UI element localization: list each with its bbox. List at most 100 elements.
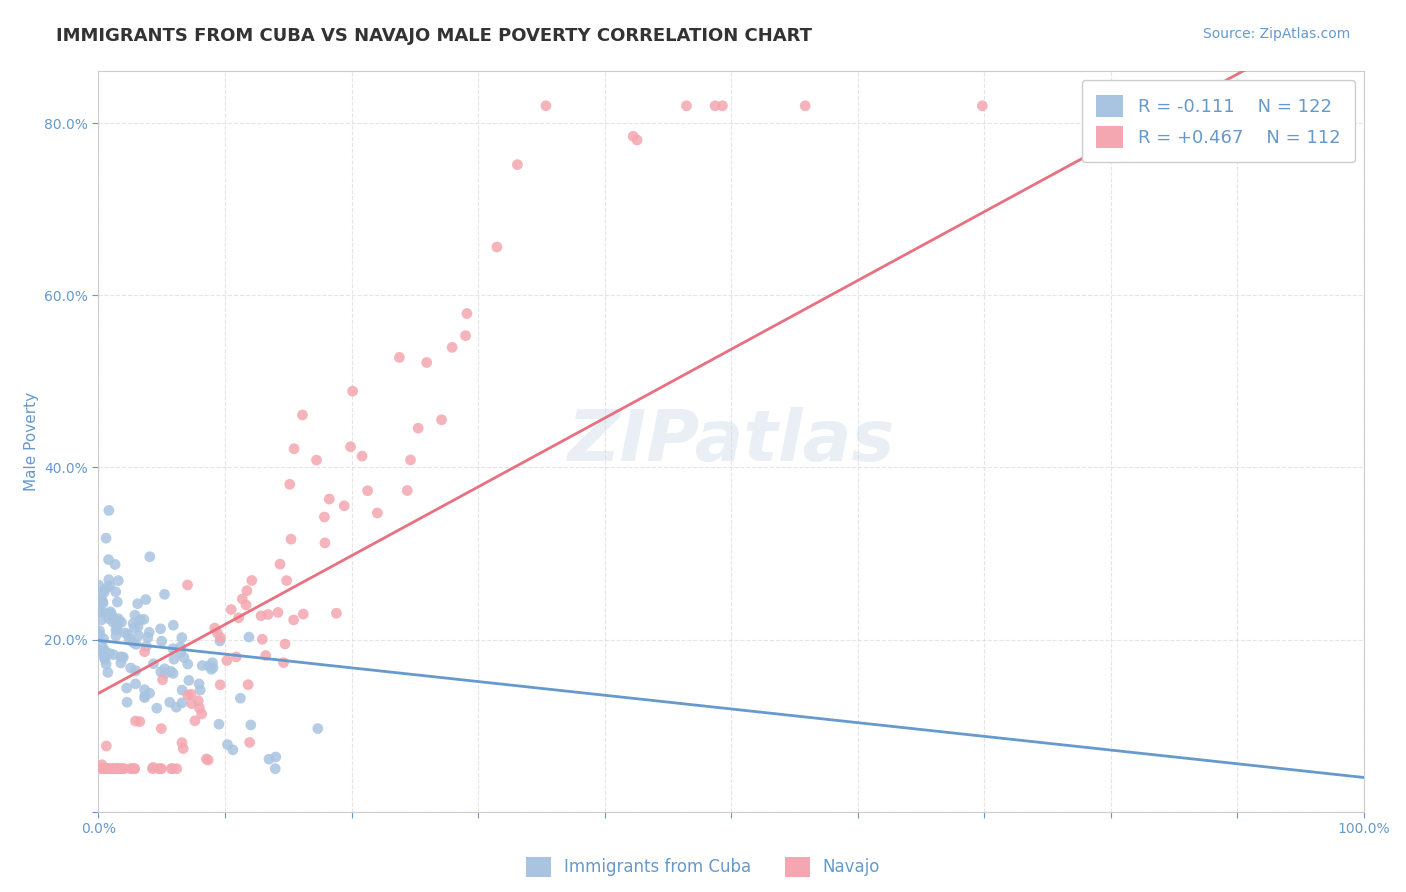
Navajo xyxy=(396,483,419,498)
Immigrants from Cuba xyxy=(96,607,118,621)
Navajo xyxy=(120,762,142,776)
Immigrants from Cuba xyxy=(110,649,132,664)
Navajo xyxy=(257,607,280,622)
Navajo xyxy=(96,762,118,776)
Immigrants from Cuba xyxy=(103,648,125,662)
Immigrants from Cuba xyxy=(170,631,193,645)
Navajo xyxy=(291,408,314,422)
Immigrants from Cuba xyxy=(134,689,156,703)
Navajo xyxy=(162,762,184,776)
Navajo xyxy=(219,602,242,616)
Immigrants from Cuba xyxy=(105,614,128,628)
Immigrants from Cuba xyxy=(97,503,120,517)
Immigrants from Cuba xyxy=(94,657,117,671)
Immigrants from Cuba xyxy=(201,656,224,670)
Navajo xyxy=(148,762,170,776)
Immigrants from Cuba xyxy=(91,640,114,654)
Immigrants from Cuba xyxy=(97,552,120,566)
Immigrants from Cuba xyxy=(238,630,260,644)
Immigrants from Cuba xyxy=(162,618,184,632)
Immigrants from Cuba xyxy=(124,608,146,623)
Navajo xyxy=(283,613,305,627)
Immigrants from Cuba xyxy=(93,643,115,657)
Navajo xyxy=(209,631,232,645)
Navajo xyxy=(124,762,146,776)
Immigrants from Cuba xyxy=(163,652,186,666)
Navajo xyxy=(240,574,263,588)
Navajo xyxy=(187,694,209,708)
Immigrants from Cuba xyxy=(114,626,136,640)
Navajo xyxy=(276,574,298,588)
Navajo xyxy=(184,714,207,728)
Navajo xyxy=(621,129,644,144)
Navajo xyxy=(254,648,277,663)
Navajo xyxy=(441,340,464,354)
Navajo xyxy=(269,557,291,571)
Navajo xyxy=(170,736,193,750)
Navajo xyxy=(97,762,120,776)
Immigrants from Cuba xyxy=(217,738,239,752)
Immigrants from Cuba xyxy=(105,595,128,609)
Navajo xyxy=(704,99,727,113)
Immigrants from Cuba xyxy=(118,632,141,646)
Navajo xyxy=(103,762,125,776)
Immigrants from Cuba xyxy=(159,665,181,679)
Legend: R = -0.111    N = 122, R = +0.467    N = 112: R = -0.111 N = 122, R = +0.467 N = 112 xyxy=(1081,80,1355,162)
Navajo xyxy=(972,99,994,113)
Navajo xyxy=(96,739,118,753)
Immigrants from Cuba xyxy=(257,752,280,766)
Immigrants from Cuba xyxy=(125,664,148,678)
Immigrants from Cuba xyxy=(139,549,162,564)
Immigrants from Cuba xyxy=(89,644,111,658)
Immigrants from Cuba xyxy=(96,581,118,595)
Immigrants from Cuba xyxy=(122,616,145,631)
Immigrants from Cuba xyxy=(97,665,120,680)
Text: Source: ZipAtlas.com: Source: ZipAtlas.com xyxy=(1202,27,1350,41)
Navajo xyxy=(124,762,146,776)
Immigrants from Cuba xyxy=(98,579,121,593)
Navajo xyxy=(176,578,198,592)
Immigrants from Cuba xyxy=(134,682,156,697)
Immigrants from Cuba xyxy=(98,647,121,661)
Immigrants from Cuba xyxy=(110,615,132,630)
Navajo xyxy=(388,351,411,365)
Immigrants from Cuba xyxy=(138,625,160,640)
Navajo xyxy=(197,753,219,767)
Immigrants from Cuba xyxy=(104,584,127,599)
Immigrants from Cuba xyxy=(98,607,121,622)
Immigrants from Cuba xyxy=(208,634,231,648)
Immigrants from Cuba xyxy=(159,695,181,709)
Navajo xyxy=(107,762,129,776)
Immigrants from Cuba xyxy=(132,612,155,626)
Immigrants from Cuba xyxy=(90,584,112,599)
Immigrants from Cuba xyxy=(134,690,156,705)
Immigrants from Cuba xyxy=(177,673,200,688)
Immigrants from Cuba xyxy=(150,634,173,648)
Navajo xyxy=(228,611,250,625)
Immigrants from Cuba xyxy=(149,622,172,636)
Immigrants from Cuba xyxy=(153,666,176,681)
Navajo xyxy=(454,328,477,343)
Immigrants from Cuba xyxy=(96,607,118,622)
Immigrants from Cuba xyxy=(145,701,167,715)
Navajo xyxy=(180,697,202,711)
Immigrants from Cuba xyxy=(127,628,149,642)
Immigrants from Cuba xyxy=(103,613,125,627)
Navajo xyxy=(93,762,115,776)
Immigrants from Cuba xyxy=(115,681,138,695)
Navajo xyxy=(239,735,262,749)
Navajo xyxy=(180,687,202,701)
Navajo xyxy=(339,440,361,454)
Navajo xyxy=(111,762,134,776)
Immigrants from Cuba xyxy=(188,683,211,698)
Navajo xyxy=(207,626,229,640)
Navajo xyxy=(141,762,163,776)
Navajo xyxy=(794,99,817,113)
Immigrants from Cuba xyxy=(122,635,145,649)
Immigrants from Cuba xyxy=(135,639,157,653)
Immigrants from Cuba xyxy=(239,718,262,732)
Immigrants from Cuba xyxy=(208,717,231,731)
Y-axis label: Male Poverty: Male Poverty xyxy=(24,392,38,491)
Navajo xyxy=(101,762,124,776)
Immigrants from Cuba xyxy=(153,662,176,676)
